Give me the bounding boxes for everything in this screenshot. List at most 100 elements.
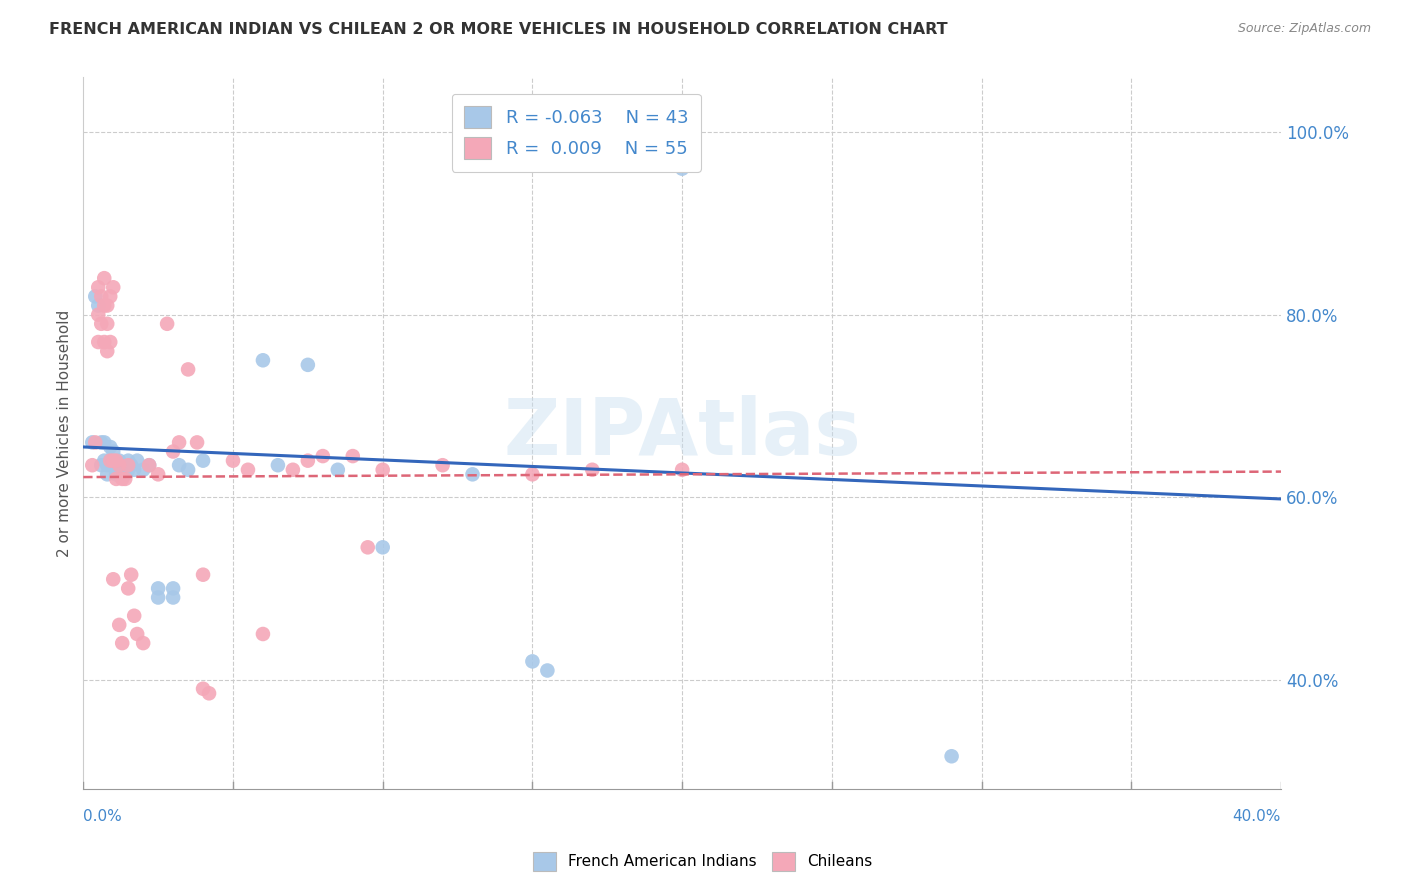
Point (371, 541, 394, 555)
Point (162, 582, 184, 596)
Point (108, 463, 131, 477)
Point (167, 458, 190, 473)
Point (114, 467, 136, 482)
Point (371, 463, 394, 477)
Point (111, 458, 134, 473)
Point (122, 463, 145, 477)
Point (117, 582, 139, 596)
Y-axis label: 2 or more Vehicles in Household: 2 or more Vehicles in Household (58, 310, 72, 557)
Text: ZIPAtlas: ZIPAtlas (503, 395, 860, 471)
Point (103, 458, 125, 473)
Point (522, 467, 544, 482)
Point (105, 458, 128, 473)
Point (162, 591, 184, 605)
Point (98, 289, 121, 303)
Point (132, 636, 155, 650)
Point (96, 467, 118, 482)
Point (114, 472, 136, 486)
Point (536, 664, 558, 678)
Point (191, 453, 214, 467)
Point (252, 627, 274, 641)
Point (146, 591, 169, 605)
Point (297, 358, 319, 372)
Text: 40.0%: 40.0% (1233, 809, 1281, 824)
Point (93, 435, 115, 450)
Point (98, 334, 121, 349)
Point (122, 608, 145, 623)
Point (186, 435, 208, 450)
Point (138, 458, 160, 473)
Point (167, 435, 190, 450)
Point (357, 541, 380, 555)
Point (281, 463, 304, 477)
Point (461, 467, 484, 482)
Point (108, 458, 131, 473)
Point (117, 458, 139, 473)
Point (177, 362, 200, 376)
Point (267, 458, 290, 473)
Point (138, 458, 160, 473)
Point (84, 435, 107, 450)
Point (120, 567, 142, 582)
Point (671, 161, 693, 176)
Point (342, 449, 364, 463)
Point (87, 308, 110, 322)
Point (177, 463, 200, 477)
Point (96, 299, 118, 313)
Point (108, 618, 131, 632)
Point (103, 453, 125, 467)
Point (105, 467, 128, 482)
Point (111, 636, 134, 650)
Point (87, 280, 110, 294)
Point (82, 435, 104, 450)
Point (108, 453, 131, 467)
Point (87, 334, 110, 349)
Point (941, 749, 963, 764)
Point (96, 458, 118, 473)
Point (198, 686, 221, 700)
Point (84, 289, 107, 303)
Point (132, 463, 155, 477)
Point (117, 453, 139, 467)
Point (312, 449, 335, 463)
Point (432, 458, 454, 473)
Point (252, 353, 274, 368)
Legend: French American Indians, Chileans: French American Indians, Chileans (524, 843, 882, 880)
Point (96, 344, 118, 359)
Point (120, 458, 142, 473)
Point (105, 453, 128, 467)
Point (93, 334, 115, 349)
Point (191, 567, 214, 582)
Point (146, 467, 169, 482)
Point (522, 654, 544, 668)
Point (87, 299, 110, 313)
Text: 0.0%: 0.0% (83, 809, 122, 824)
Point (93, 299, 115, 313)
Point (581, 463, 603, 477)
Point (222, 453, 245, 467)
Point (98, 440, 121, 454)
Text: Source: ZipAtlas.com: Source: ZipAtlas.com (1237, 22, 1371, 36)
Point (236, 463, 259, 477)
Point (98, 453, 121, 467)
Point (96, 317, 118, 331)
Point (93, 453, 115, 467)
Point (82, 458, 104, 473)
Point (671, 463, 693, 477)
Point (156, 317, 179, 331)
Legend: R = -0.063    N = 43, R =  0.009    N = 55: R = -0.063 N = 43, R = 0.009 N = 55 (451, 94, 702, 172)
Point (127, 453, 149, 467)
Point (103, 444, 125, 458)
Point (90, 289, 112, 303)
Point (90, 435, 112, 450)
Point (117, 463, 139, 477)
Point (103, 280, 125, 294)
Point (98, 453, 121, 467)
Point (127, 627, 149, 641)
Point (90, 317, 112, 331)
Text: FRENCH AMERICAN INDIAN VS CHILEAN 2 OR MORE VEHICLES IN HOUSEHOLD CORRELATION CH: FRENCH AMERICAN INDIAN VS CHILEAN 2 OR M… (49, 22, 948, 37)
Point (105, 472, 128, 486)
Point (297, 453, 319, 467)
Point (93, 271, 115, 285)
Point (90, 458, 112, 473)
